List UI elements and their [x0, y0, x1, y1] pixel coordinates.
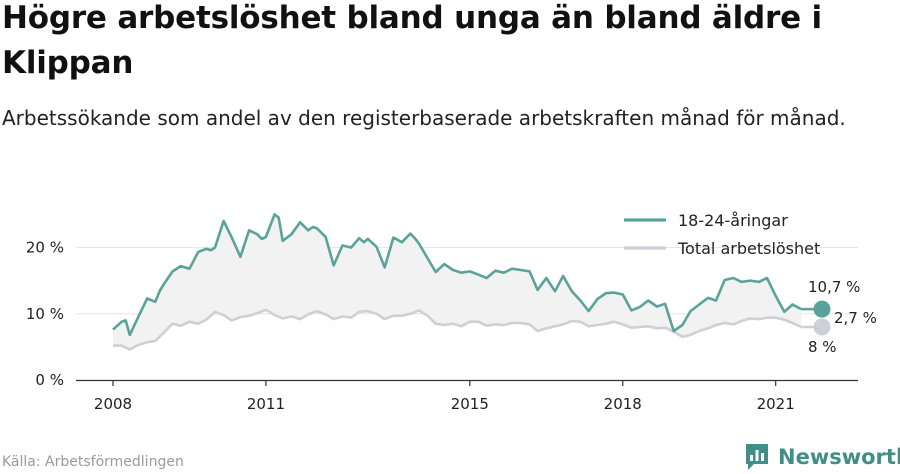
legend-label-total: Total arbetslöshet: [677, 239, 820, 258]
series-line-youth: [112, 213, 802, 337]
source-label: Källa: Arbetsförmedlingen: [2, 454, 184, 470]
line-chart: 0 % 10 % 20 % 2008 2011 2015 2018 2021 10,7 % 2,7…: [26, 211, 877, 413]
data-label-total: 8 %: [808, 338, 837, 356]
y-tick-label: 0 %: [35, 371, 64, 389]
x-tick-label: 2008: [94, 395, 132, 413]
bar-chart-logo-icon: [746, 444, 768, 470]
series-line-total: [113, 308, 802, 351]
x-tick-label: 2018: [604, 395, 642, 413]
page-subtitle: Arbetssökande som andel av den registerb…: [2, 106, 846, 130]
y-tick-label: 20 %: [26, 239, 64, 257]
x-tick-label: 2021: [757, 395, 795, 413]
y-tick-label: 10 %: [26, 305, 64, 323]
page-title: Högre arbetslöshet bland unga än bland ä…: [2, 0, 822, 81]
data-label-youth: 10,7 %: [808, 278, 860, 296]
data-label-gap: 2,7 %: [834, 309, 877, 327]
gap-area: [113, 214, 802, 350]
x-tick-label: 2015: [451, 395, 489, 413]
x-tick-label: 2011: [247, 395, 285, 413]
legend-label-youth: 18-24-åringar: [678, 211, 788, 230]
brand-logo: Newsworthy: [744, 442, 900, 472]
brand-name: Newsworthy: [778, 445, 900, 469]
